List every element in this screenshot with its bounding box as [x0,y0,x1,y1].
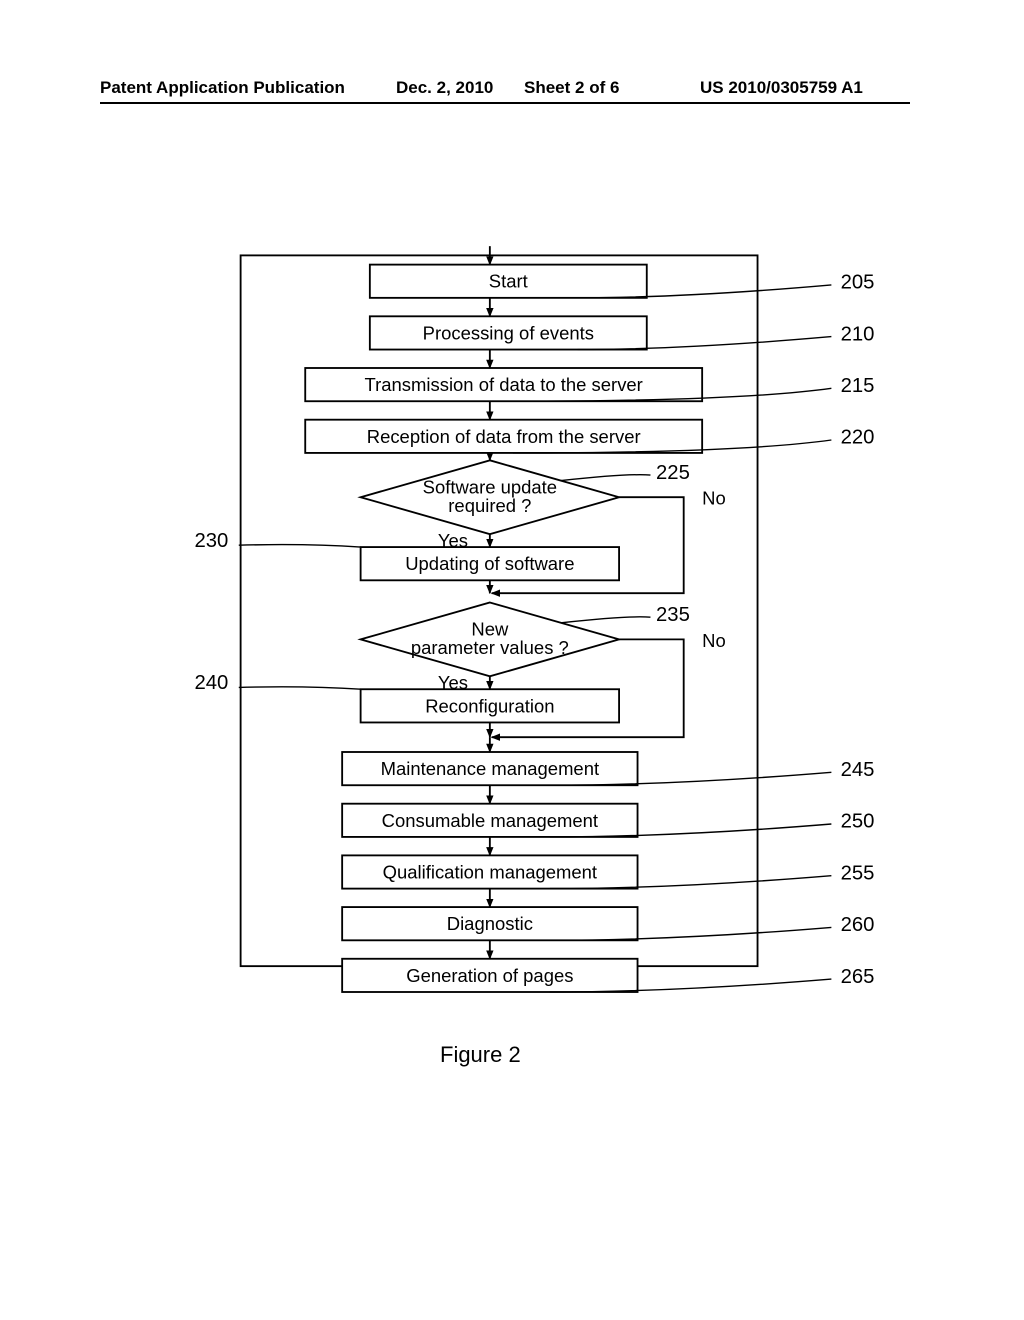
ref-number: 245 [841,759,875,781]
ref-number: 225 [656,462,690,484]
ref-number: 260 [841,914,875,936]
box-label: Diagnostic [447,913,533,934]
ref-number: 265 [841,966,875,988]
box-label: Transmission of data to the server [365,374,643,395]
ref-number: 215 [841,375,875,397]
publication-label: Patent Application Publication [100,78,345,98]
figure-caption: Figure 2 [440,1042,521,1068]
box-label: Qualification management [383,861,597,882]
ref-number: 210 [841,323,875,345]
ref-number: 235 [656,604,690,626]
diamond-label: parameter values ? [411,637,569,658]
yes-label: Yes [438,530,468,551]
ref-number: 250 [841,811,875,833]
no-label: No [702,488,726,509]
flowchart: Start 205 Processing of events 210 Transmiss… [176,225,896,1015]
box-label: Consumable management [382,810,598,831]
ref-number: 255 [841,862,875,884]
header-rule [100,102,910,104]
box-label: Start [489,271,528,292]
box-label: Generation of pages [406,965,573,986]
ref-number: 220 [841,427,875,449]
sheet-indicator: Sheet 2 of 6 [524,78,619,98]
publication-number: US 2010/0305759 A1 [700,78,863,98]
no-label: No [702,630,726,651]
publication-date: Dec. 2, 2010 [396,78,493,98]
box-label: Reception of data from the server [367,426,641,447]
diamond-label: required ? [448,495,531,516]
box-label: Maintenance management [381,758,600,779]
ref-number: 240 [194,672,228,694]
ref-number: 205 [841,272,875,294]
ref-number: 230 [194,530,228,552]
box-label: Updating of software [405,553,574,574]
box-label: Processing of events [423,322,594,343]
yes-label: Yes [438,672,468,693]
box-label: Reconfiguration [425,695,554,716]
